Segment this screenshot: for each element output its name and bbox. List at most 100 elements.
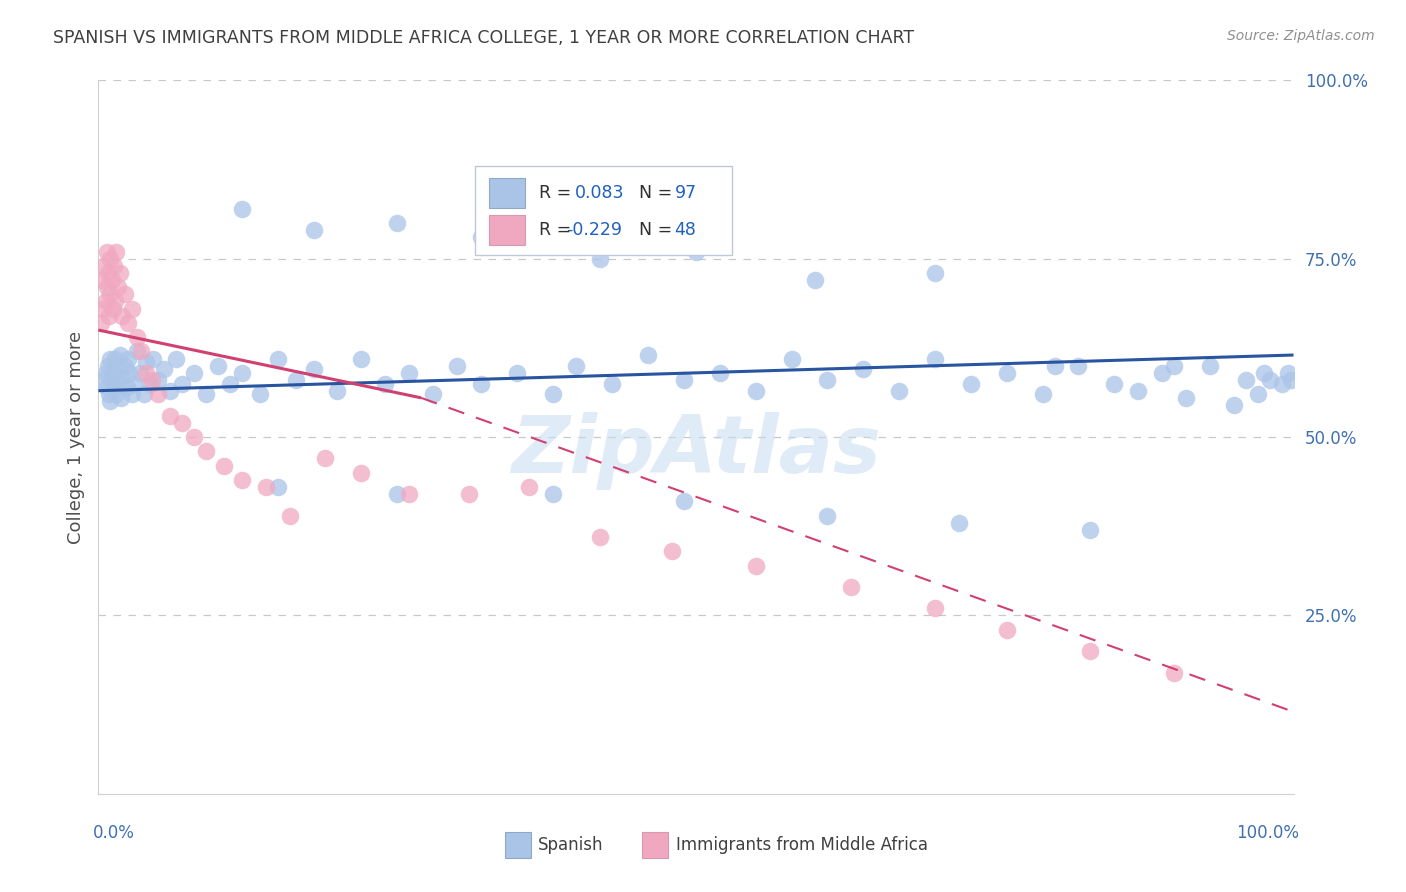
Point [118, 366, 141, 380]
Point [131, 344, 153, 359]
Point [159, 384, 181, 398]
Point [637, 348, 659, 362]
Point [673, 373, 696, 387]
Point [350, 351, 373, 366]
Point [97, 266, 120, 280]
Point [541, 487, 564, 501]
Point [135, 366, 157, 380]
Point [385, 487, 409, 501]
Point [284, 373, 307, 387]
Point [117, 351, 139, 366]
Point [121, 387, 143, 401]
Bar [489, 178, 524, 208]
Point [207, 359, 229, 373]
Point [104, 351, 127, 366]
Text: 0.083: 0.083 [575, 184, 624, 202]
Point [1199, 359, 1222, 373]
Point [153, 362, 176, 376]
Point [98, 394, 122, 409]
Point [142, 351, 165, 366]
Point [231, 366, 253, 380]
Point [91, 273, 114, 287]
Text: N =: N = [638, 221, 678, 239]
Point [231, 473, 253, 487]
Point [98, 351, 122, 366]
Point [183, 430, 205, 444]
Point [385, 216, 409, 230]
Point [103, 380, 125, 394]
Point [96, 380, 118, 394]
Point [97, 359, 120, 373]
Point [172, 376, 194, 391]
Point [165, 351, 187, 366]
Point [98, 309, 121, 323]
Point [960, 376, 983, 391]
Point [685, 244, 707, 259]
Text: N =: N = [638, 184, 678, 202]
Point [249, 387, 271, 401]
Point [125, 330, 148, 344]
Point [541, 387, 564, 401]
Point [111, 309, 134, 323]
Point [212, 458, 235, 473]
Point [1128, 384, 1150, 398]
Point [589, 530, 612, 544]
Point [470, 376, 492, 391]
Point [148, 373, 170, 387]
Point [350, 466, 373, 480]
Point [422, 387, 444, 401]
Point [1152, 366, 1174, 380]
Point [374, 376, 396, 391]
Point [1253, 366, 1275, 380]
Point [589, 252, 612, 266]
Point [267, 351, 290, 366]
Point [91, 373, 114, 387]
Point [780, 351, 803, 366]
Y-axis label: College, 1 year or more: College, 1 year or more [66, 331, 84, 543]
Point [100, 273, 122, 287]
Point [159, 409, 181, 423]
Point [101, 301, 124, 316]
Point [398, 366, 420, 380]
Point [1223, 398, 1246, 412]
Point [602, 376, 624, 391]
Text: ZipAtlas: ZipAtlas [510, 412, 882, 491]
Text: Spanish: Spanish [538, 837, 603, 855]
Point [98, 287, 122, 301]
Point [93, 259, 115, 273]
Text: 97: 97 [675, 184, 696, 202]
Point [1258, 373, 1281, 387]
Point [1163, 359, 1185, 373]
Point [302, 223, 325, 237]
Point [565, 359, 588, 373]
Point [924, 266, 946, 280]
Point [1163, 665, 1185, 680]
Point [1234, 373, 1257, 387]
Point [195, 444, 218, 458]
Point [108, 348, 131, 362]
Point [709, 366, 731, 380]
Point [1175, 391, 1198, 405]
Point [661, 544, 683, 558]
Point [105, 244, 128, 259]
Point [139, 376, 162, 391]
Point [1277, 366, 1299, 380]
Point [1271, 376, 1294, 391]
Text: Source: ZipAtlas.com: Source: ZipAtlas.com [1227, 29, 1375, 43]
Point [148, 387, 170, 401]
Point [398, 487, 420, 501]
Point [841, 580, 863, 594]
Point [114, 287, 136, 301]
Point [105, 387, 128, 401]
Text: 48: 48 [675, 221, 696, 239]
Point [745, 384, 768, 398]
Point [115, 380, 138, 394]
Point [924, 351, 946, 366]
Point [91, 301, 114, 316]
Point [103, 259, 125, 273]
Point [1247, 387, 1270, 401]
Point [517, 480, 540, 494]
Point [98, 252, 122, 266]
Point [125, 344, 148, 359]
Point [101, 366, 124, 380]
